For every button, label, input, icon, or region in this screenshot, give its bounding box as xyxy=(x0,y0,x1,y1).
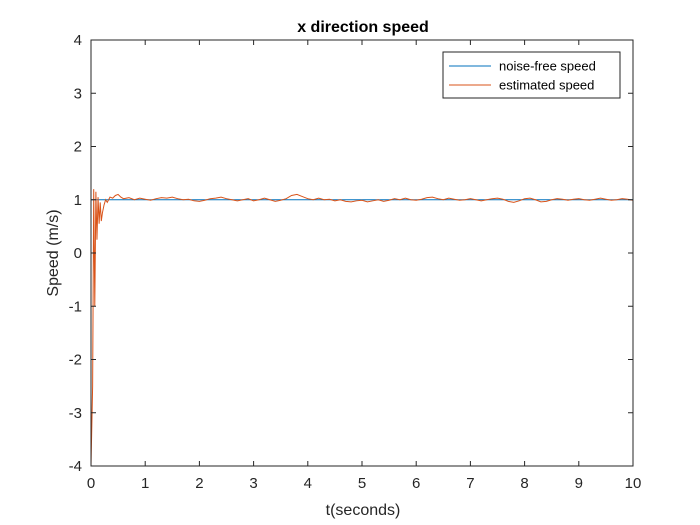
x-tick-label: 9 xyxy=(575,475,583,492)
y-tick-label: -3 xyxy=(69,405,82,422)
x-tick-label: 3 xyxy=(249,475,257,492)
legend-label: estimated speed xyxy=(499,78,594,93)
x-tick-label: 0 xyxy=(87,475,95,492)
legend-box xyxy=(442,51,621,99)
y-tick-label: 2 xyxy=(74,139,82,156)
y-tick-label: -4 xyxy=(69,458,82,475)
y-tick-label: 1 xyxy=(74,192,82,209)
y-tick-label: 0 xyxy=(74,245,82,262)
x-tick-label: 2 xyxy=(195,475,203,492)
legend-label: noise-free speed xyxy=(499,59,596,74)
x-tick-label: 4 xyxy=(304,475,312,492)
y-tick-label: -1 xyxy=(69,298,82,315)
y-tick-label: -2 xyxy=(69,352,82,369)
x-tick-label: 10 xyxy=(625,475,642,492)
y-tick-label: 4 xyxy=(74,32,82,49)
chart-title: x direction speed xyxy=(297,19,429,36)
series-line-estimated-speed xyxy=(91,189,633,466)
x-tick-label: 7 xyxy=(466,475,474,492)
x-tick-label: 8 xyxy=(520,475,528,492)
x-tick-label: 1 xyxy=(141,475,149,492)
x-tick-label: 6 xyxy=(412,475,420,492)
x-axis-label: t(seconds) xyxy=(326,502,401,519)
y-tick-label: 3 xyxy=(74,85,82,102)
x-tick-label: 5 xyxy=(358,475,366,492)
plot-area xyxy=(91,40,633,466)
y-axis-label: Speed (m/s) xyxy=(45,209,62,296)
